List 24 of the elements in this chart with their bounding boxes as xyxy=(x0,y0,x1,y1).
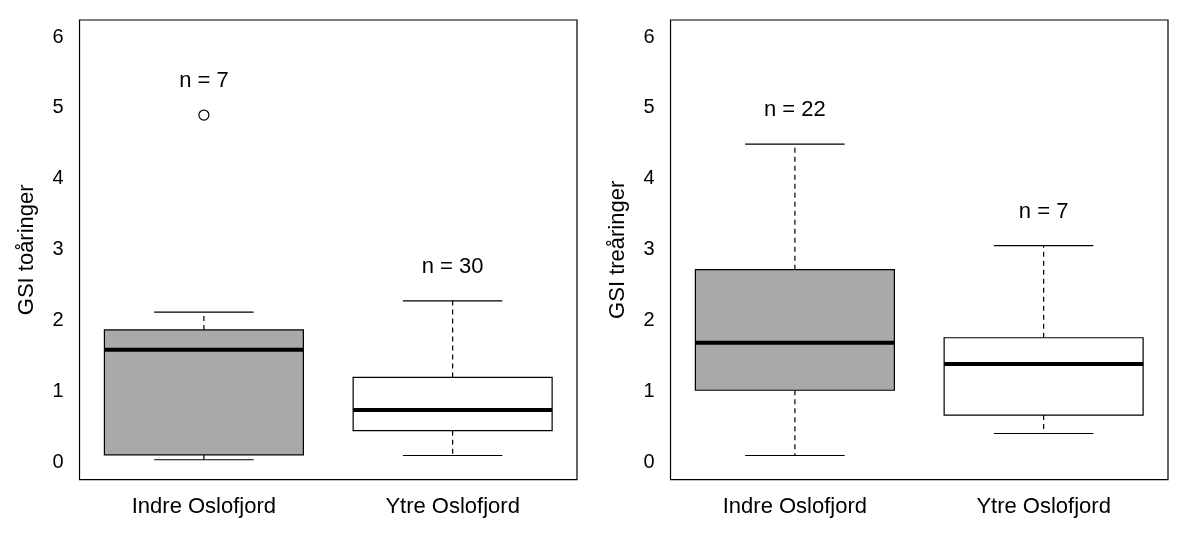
annotation: n = 22 xyxy=(764,96,826,122)
y-tick-label: 0 xyxy=(643,450,655,473)
y-tick-label: 6 xyxy=(52,24,64,47)
y-tick-label: 3 xyxy=(643,237,655,260)
annotation: n = 30 xyxy=(421,252,484,278)
y-tick-label: 5 xyxy=(643,95,655,118)
x-tick-label: Indre Oslofjord xyxy=(131,492,277,518)
y-tick-label: 0 xyxy=(52,450,64,473)
annotation: n = 7 xyxy=(1018,197,1069,223)
y-tick-label: 2 xyxy=(643,308,655,331)
x-tick-label: Indre Oslofjord xyxy=(722,492,868,518)
x-tick-label: Ytre Oslofjord xyxy=(385,492,520,518)
y-tick-label: 1 xyxy=(52,379,64,402)
y-tick-label: 2 xyxy=(52,308,64,331)
annotation: n = 7 xyxy=(179,67,229,93)
y-tick-label: 4 xyxy=(52,166,64,189)
y-tick-label: 4 xyxy=(643,166,655,189)
y-axis-title: GSI treåringer xyxy=(604,180,630,319)
x-tick-label: Ytre Oslofjord xyxy=(976,492,1111,518)
y-tick-label: 6 xyxy=(643,24,655,47)
y-tick-label: 1 xyxy=(643,379,655,402)
y-axis-title: GSI toåringer xyxy=(13,184,39,316)
y-tick-label: 5 xyxy=(52,95,64,118)
y-tick-label: 3 xyxy=(52,237,64,260)
